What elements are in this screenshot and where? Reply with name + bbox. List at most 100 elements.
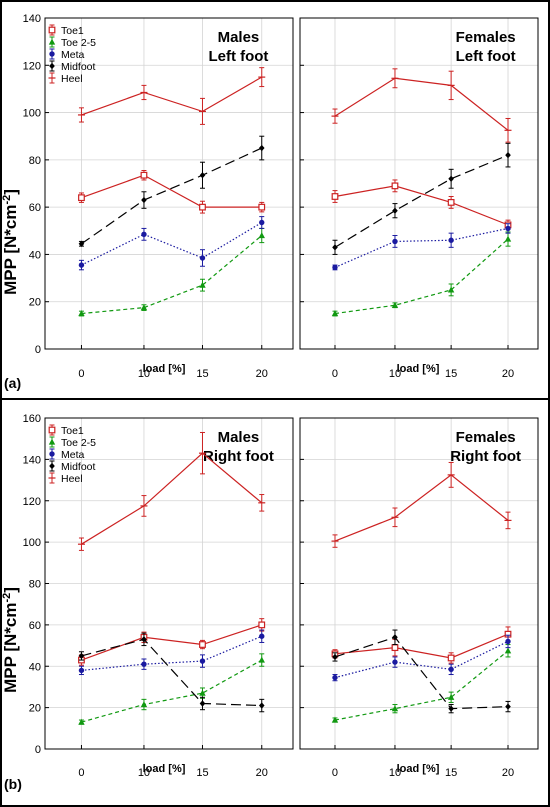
data-point [504, 647, 512, 654]
y-tick-label: 40 [29, 249, 41, 261]
y-tick-label: 120 [23, 496, 41, 508]
data-point [392, 659, 398, 665]
legend-marker-meta [49, 51, 55, 57]
panel-label-a: (a) [4, 375, 21, 391]
data-point [504, 235, 512, 242]
subplot-title-line1: Females [456, 29, 516, 46]
legend-label-toe-2-5: Toe 2-5 [61, 37, 96, 49]
legend-label-toe1: Toe1 [61, 25, 84, 37]
y-tick-label: 60 [29, 620, 41, 632]
data-point [259, 219, 265, 226]
subplot-title-line2: Right foot [203, 448, 274, 465]
data-point [141, 661, 147, 667]
data-point [78, 652, 85, 660]
y-tick-label: 80 [29, 579, 41, 591]
data-point [199, 255, 206, 261]
legend-label-heel: Heel [61, 73, 83, 85]
data-point [258, 702, 265, 709]
data-point [199, 281, 206, 288]
legend-label-midfoot: Midfoot [61, 461, 96, 473]
x-tick-label: 15 [445, 368, 457, 380]
series-meta [332, 223, 511, 271]
series-heel [331, 461, 512, 548]
series-toe1 [331, 179, 512, 231]
data-point [140, 304, 148, 311]
series-heel [77, 67, 266, 125]
y-tick-label: 80 [29, 155, 41, 167]
data-point [78, 240, 85, 247]
data-point [505, 703, 511, 710]
legend-marker-toe1 [48, 426, 56, 434]
x-tick-label: 0 [78, 767, 84, 779]
data-point [78, 310, 85, 317]
series-heel [77, 431, 266, 551]
subplot-a-1: 0 20 40 60 80 100 120 140 0 10 15 20 Males Left foot T… [23, 13, 294, 380]
data-point [332, 264, 338, 271]
data-point [448, 175, 454, 182]
legend-marker-toe-2-5 [48, 438, 56, 445]
y-tick-label: 20 [29, 297, 41, 309]
data-point [448, 705, 454, 712]
series-line-heel [81, 76, 263, 116]
data-point [448, 666, 454, 673]
x-axis-label-b-right: load [%] [397, 763, 440, 775]
x-tick-label: 15 [445, 767, 457, 779]
data-point [391, 182, 399, 190]
x-tick-label: 20 [502, 767, 514, 779]
x-tick-label: 10 [389, 368, 401, 380]
series-line-heel [334, 474, 509, 542]
series-midfoot [78, 632, 265, 713]
data-point [141, 231, 147, 238]
panel-a: MPP [N*cm-2] (a) load [%] load [%] [1, 189, 440, 391]
y-tick-label: 160 [23, 413, 41, 425]
y-tick-label: 100 [23, 108, 41, 120]
x-tick-label: 15 [196, 368, 208, 380]
series-line-meta [81, 635, 262, 671]
data-point [447, 199, 455, 206]
data-point [78, 667, 85, 674]
data-point [258, 203, 266, 211]
data-point [392, 634, 398, 641]
data-point [447, 654, 455, 662]
series-toe-2-5 [78, 227, 265, 317]
data-point [258, 621, 266, 629]
y-tick-label: 60 [29, 202, 41, 214]
series-midfoot [332, 629, 511, 714]
data-point [391, 705, 399, 712]
data-point [331, 716, 339, 723]
data-point [199, 700, 206, 707]
data-point [140, 701, 148, 708]
x-tick-label: 20 [502, 368, 514, 380]
series-line-toe-2-5 [81, 659, 263, 723]
series-line-heel [81, 452, 263, 545]
data-point [199, 641, 206, 648]
subplot-title-line1: Males [218, 29, 260, 46]
data-point [258, 144, 265, 152]
subplot-title-line2: Left foot [456, 48, 516, 65]
x-tick-label: 10 [138, 767, 150, 779]
data-point [141, 636, 147, 643]
series-toe1 [78, 169, 266, 214]
data-point [199, 658, 206, 664]
series-line-midfoot [81, 638, 262, 707]
series-line-toe1 [81, 624, 262, 661]
subplot-title-line1: Females [456, 429, 516, 446]
y-tick-label: 140 [23, 454, 41, 466]
x-tick-label: 0 [78, 368, 84, 380]
legend-marker-midfoot [49, 462, 55, 470]
data-point [331, 193, 339, 200]
legend-label-heel: Heel [61, 473, 83, 485]
x-tick-label: 0 [332, 368, 338, 380]
series-midfoot [332, 142, 511, 255]
x-axis-label-a-right: load [%] [397, 363, 440, 375]
series-meta [78, 629, 265, 676]
series-line-toe1 [334, 633, 509, 659]
y-axis-title-a: MPP [N*cm-2] [1, 189, 20, 295]
series-line-toe1 [81, 174, 262, 208]
legend-label-toe-2-5: Toe 2-5 [61, 437, 96, 449]
series-line-midfoot [334, 154, 509, 248]
x-tick-label: 15 [196, 767, 208, 779]
